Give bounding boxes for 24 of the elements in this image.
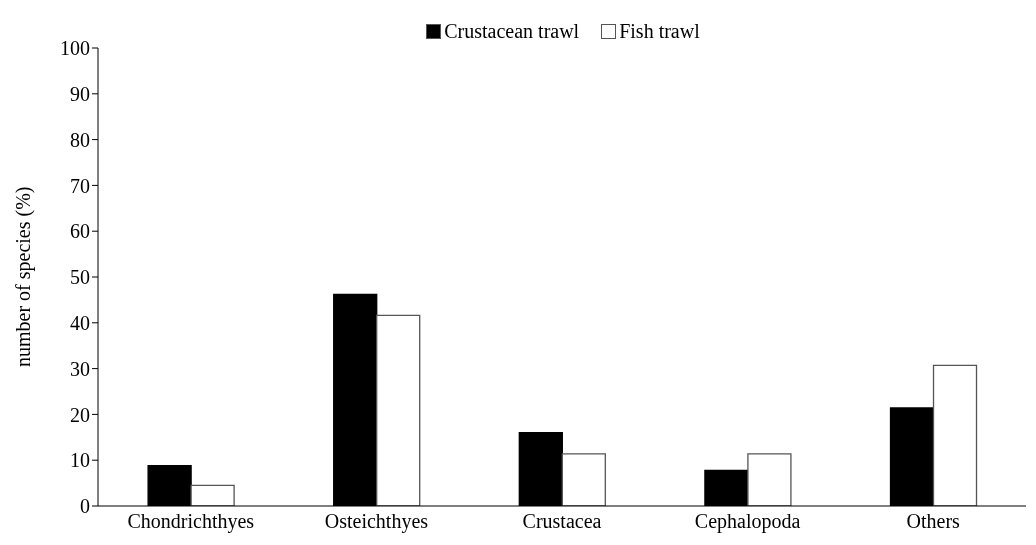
- y-tick-label: 60: [70, 220, 90, 243]
- y-axis-title: number of species (%): [12, 186, 36, 367]
- bar: [376, 314, 421, 506]
- y-tick-label: 20: [70, 403, 90, 426]
- bar: [932, 364, 978, 506]
- x-tick-label: Chondrichthyes: [127, 510, 255, 534]
- bar: [190, 484, 235, 506]
- y-tick-label: 30: [70, 357, 90, 380]
- legend-label: Fish trawl: [618, 20, 700, 43]
- y-tick-label: 50: [70, 266, 90, 289]
- x-tick-label: Cephalopoda: [694, 510, 801, 534]
- x-tick-label: Crustacea: [522, 510, 602, 533]
- bar: [747, 453, 792, 506]
- x-tick-label: Osteichthyes: [324, 510, 429, 534]
- y-tick-label: 0: [80, 495, 90, 518]
- y-tick-label: 80: [70, 128, 90, 151]
- y-tick-label: 10: [70, 449, 90, 472]
- x-tick-label: Others: [906, 510, 961, 533]
- y-tick-label: 100: [60, 37, 90, 60]
- bar: [561, 453, 606, 506]
- legend-label: Crustacean trawl: [443, 20, 580, 43]
- y-tick-label: 90: [70, 82, 90, 105]
- y-tick-label: 70: [70, 174, 90, 197]
- y-tick-label: 40: [70, 311, 90, 334]
